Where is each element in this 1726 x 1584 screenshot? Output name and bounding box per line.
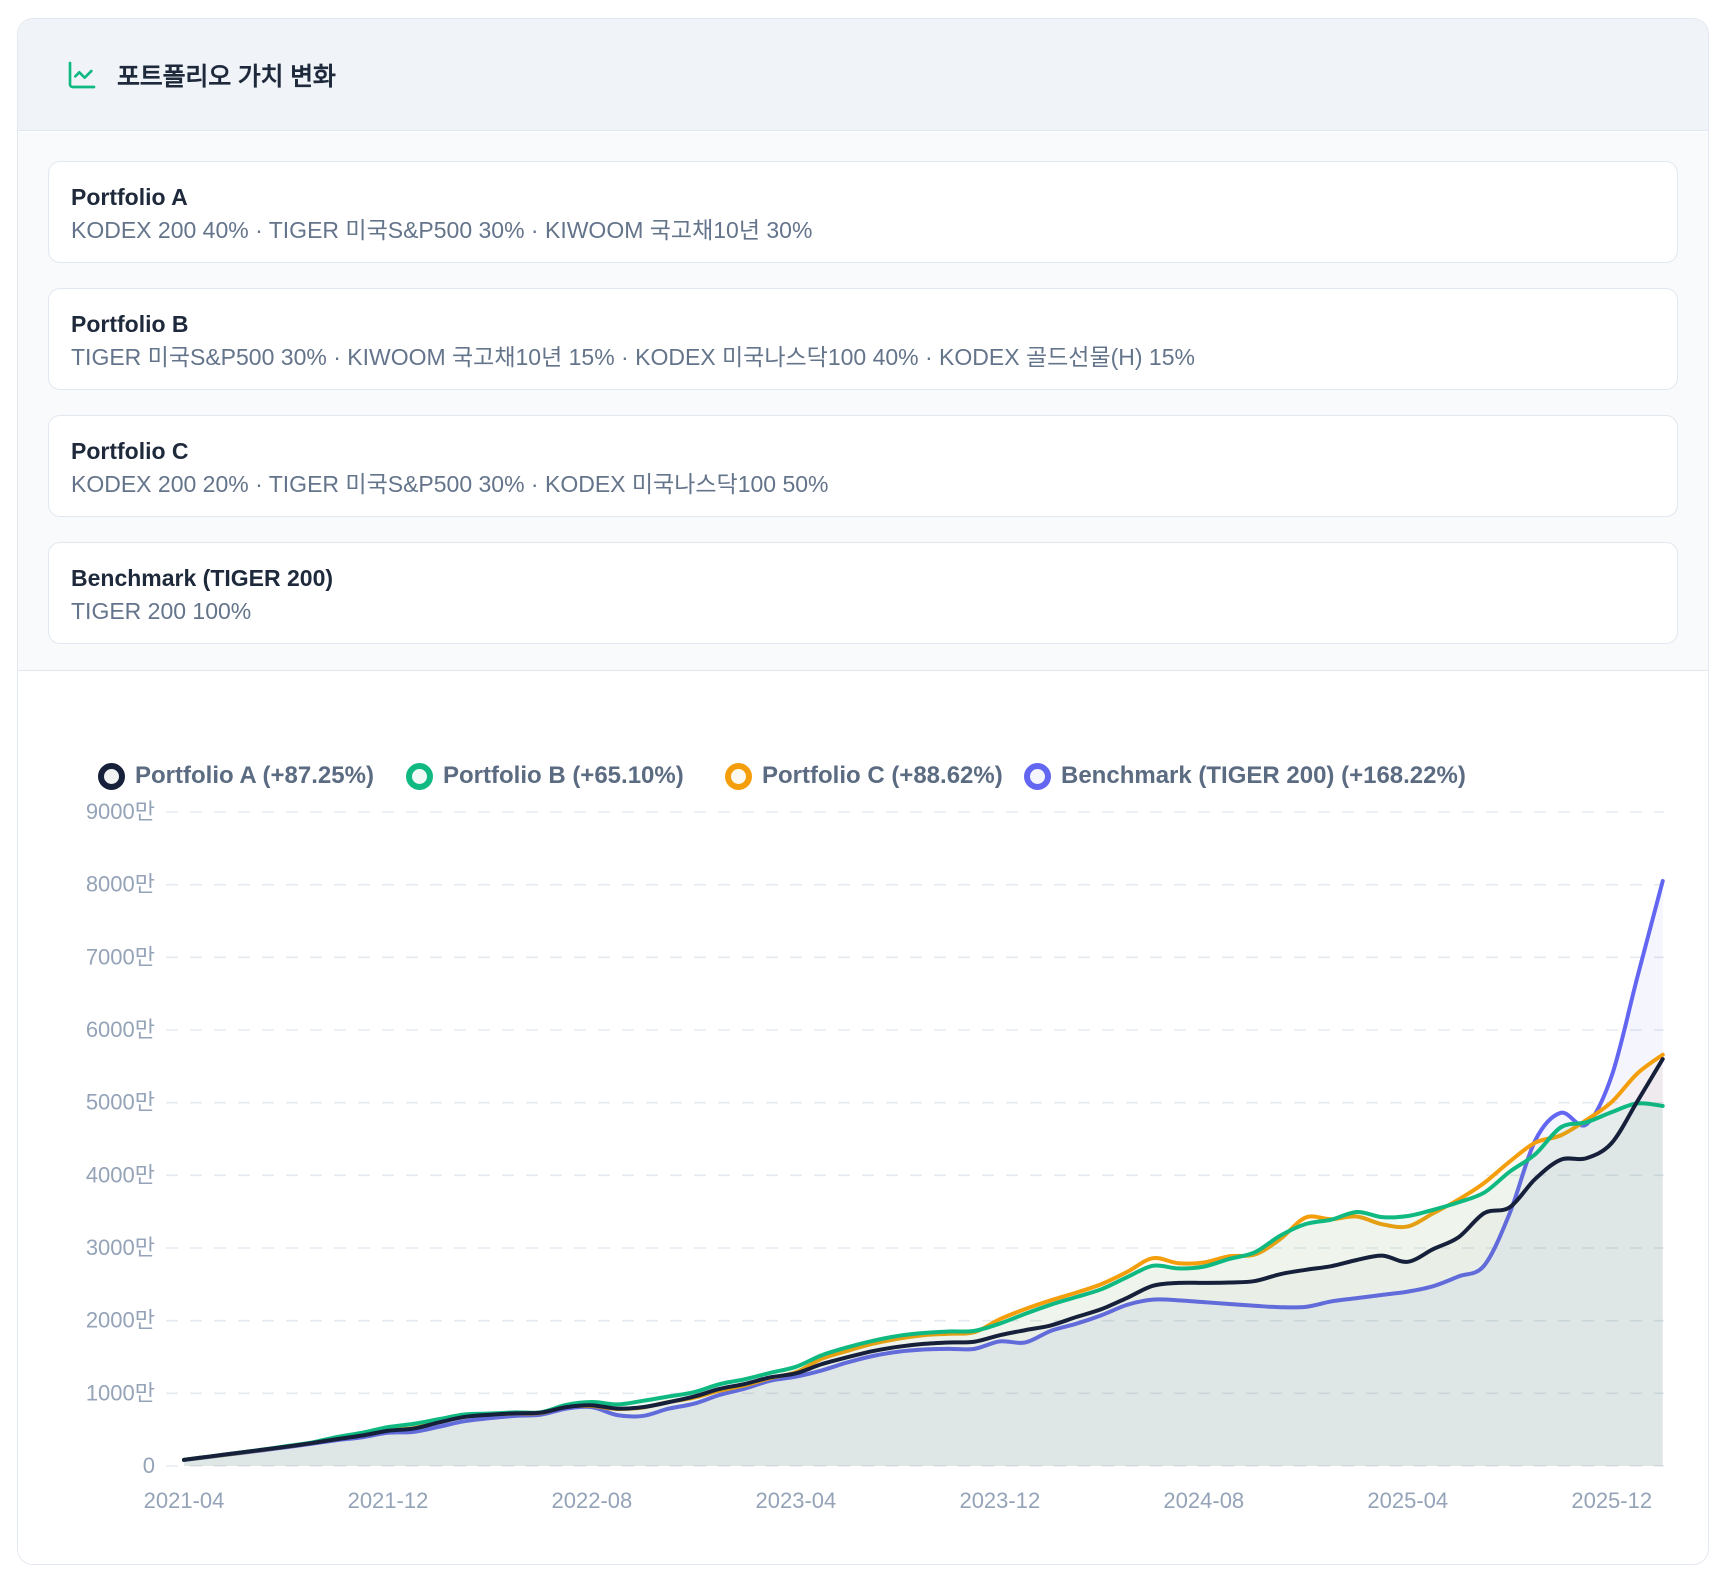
series-line: [182, 1057, 1665, 1462]
panel-header: 포트폴리오 가치 변화: [18, 19, 1708, 131]
y-tick-label: 8000만: [86, 872, 155, 897]
x-tick-label: 2023-12: [959, 1488, 1040, 1513]
x-tick-label: 2021-12: [348, 1488, 429, 1513]
portfolio-card-name: Portfolio A: [71, 184, 188, 210]
portfolio-line-chart[interactable]: 0 1000만 2000만 3000만 4000만 5000만 6000만 7000만 8000…: [18, 671, 1706, 1564]
portfolio-card: Portfolio C KODEX 200 20% · TIGER 미국S&P5…: [48, 415, 1678, 517]
portfolio-value-panel: 포트폴리오 가치 변화 Portfolio A KODEX 200 40% · …: [17, 18, 1709, 1565]
legend-ring-icon: [1024, 762, 1051, 790]
y-tick-label: 0: [143, 1453, 155, 1478]
y-tick-label: 1000만: [86, 1380, 155, 1405]
panel-title: 포트폴리오 가치 변화: [117, 62, 336, 91]
legend-item-portfolio-c[interactable]: Portfolio C (+88.62%): [725, 762, 1003, 790]
legend-ring-icon: [406, 762, 433, 790]
legend-label: Benchmark (TIGER 200) (+168.22%): [1061, 762, 1466, 789]
series-fill: [184, 1054, 1663, 1466]
series-line: [182, 879, 1665, 1463]
y-tick-label: 9000만: [86, 799, 155, 824]
y-tick-label: 4000만: [86, 1162, 155, 1187]
legend-label: Portfolio B (+65.10%): [443, 762, 684, 789]
y-tick-label: 5000만: [86, 1090, 155, 1115]
legend-ring-icon: [725, 762, 752, 790]
legend-label: Portfolio A (+87.25%): [135, 762, 374, 789]
x-tick-label: 2022-08: [552, 1488, 633, 1513]
y-tick-label: 6000만: [86, 1017, 155, 1042]
series-fill: [184, 1059, 1663, 1466]
chart-line-icon: [68, 61, 96, 88]
chart-section: 0 1000만 2000만 3000만 4000만 5000만 6000만 7000만 8000…: [18, 671, 1706, 1564]
portfolio-card-composition: KODEX 200 20% · TIGER 미국S&P500 30% · KOD…: [71, 471, 829, 497]
portfolio-card-name: Portfolio B: [71, 311, 189, 337]
portfolio-card-composition: KODEX 200 40% · TIGER 미국S&P500 30% · KIW…: [71, 217, 813, 243]
series-fill: [184, 1103, 1663, 1466]
legend-item-benchmark-tiger-200[interactable]: Benchmark (TIGER 200) (+168.22%): [1024, 762, 1466, 790]
x-tick-label: 2023-04: [756, 1488, 837, 1513]
x-tick-label: 2025-12: [1571, 1488, 1652, 1513]
x-tick-label: 2025-04: [1367, 1488, 1448, 1513]
series-fill: [184, 881, 1663, 1466]
chart-legend: Portfolio A (+87.25%) Portfolio B (+65.10…: [18, 762, 1706, 790]
portfolio-card-name: Benchmark (TIGER 200): [71, 565, 334, 591]
portfolio-card-composition: TIGER 200 100%: [71, 598, 252, 624]
y-tick-label: 2000만: [86, 1308, 155, 1333]
portfolio-card: Portfolio B TIGER 미국S&P500 30% · KIWOOM …: [48, 288, 1678, 390]
y-tick-label: 3000만: [86, 1235, 155, 1260]
legend-label: Portfolio C (+88.62%): [762, 762, 1003, 789]
series-line: [182, 1101, 1665, 1462]
portfolio-card: Benchmark (TIGER 200) TIGER 200 100%: [48, 542, 1678, 644]
legend-item-portfolio-b[interactable]: Portfolio B (+65.10%): [406, 762, 684, 790]
x-tick-label: 2021-04: [144, 1488, 225, 1513]
portfolio-card-name: Portfolio C: [71, 438, 189, 464]
y-tick-label: 7000만: [86, 944, 155, 969]
legend-ring-icon: [98, 762, 125, 790]
portfolio-card: Portfolio A KODEX 200 40% · TIGER 미국S&P5…: [48, 161, 1678, 263]
legend-item-portfolio-a[interactable]: Portfolio A (+87.25%): [98, 762, 374, 790]
portfolio-cards-section: Portfolio A KODEX 200 40% · TIGER 미국S&P5…: [18, 132, 1708, 671]
portfolio-card-composition: TIGER 미국S&P500 30% · KIWOOM 국고채10년 15% ·…: [71, 344, 1195, 370]
x-tick-label: 2024-08: [1163, 1488, 1244, 1513]
